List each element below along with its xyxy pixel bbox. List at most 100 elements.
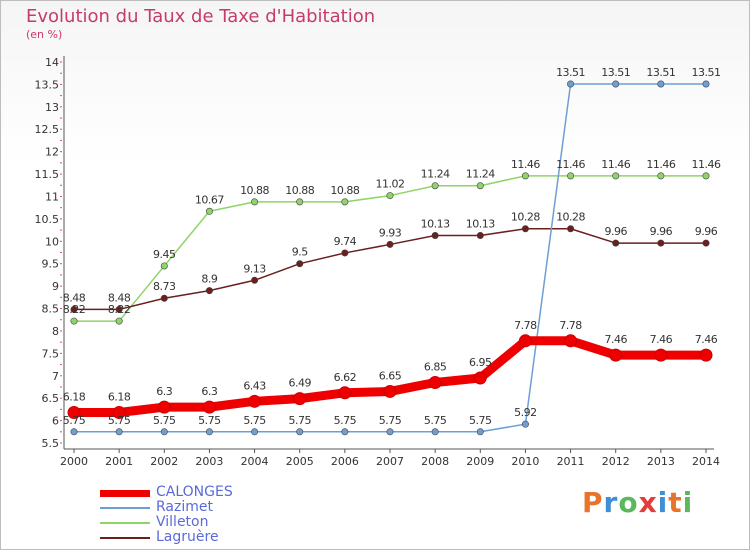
y-tick-label: 11 — [45, 190, 59, 203]
data-point-lagru-re — [521, 225, 529, 233]
data-label-calonges: 6.65 — [379, 369, 402, 382]
x-tick-label: 2003 — [195, 455, 223, 468]
data-label-calonges: 6.43 — [243, 379, 266, 392]
data-label-razimet: 5.75 — [108, 414, 131, 427]
data-label-razimet: 13.51 — [556, 66, 585, 79]
data-label-razimet: 5.75 — [424, 414, 447, 427]
x-tick-label: 2014 — [692, 455, 720, 468]
data-label-villeton: 8.22 — [63, 303, 86, 316]
chart-title: Evolution du Taux de Taxe d'Habitation — [26, 6, 376, 27]
data-point-calonges — [293, 392, 307, 406]
data-label-razimet: 5.75 — [379, 414, 402, 427]
x-tick-label: 2002 — [150, 455, 178, 468]
y-tick-label: 8 — [52, 325, 59, 338]
data-point-razimet — [521, 420, 529, 428]
data-label-villeton: 11.02 — [376, 178, 405, 191]
logo-letter: o — [618, 486, 639, 519]
data-label-villeton: 10.88 — [240, 184, 269, 197]
data-point-lagru-re — [657, 239, 665, 247]
data-label-razimet: 5.75 — [469, 414, 492, 427]
data-label-calonges: 6.62 — [334, 371, 357, 384]
data-label-lagru-re: 8.48 — [63, 291, 86, 304]
legend-swatch-razimet — [100, 507, 150, 509]
data-point-lagru-re — [296, 260, 304, 268]
data-label-lagru-re: 9.96 — [650, 225, 673, 238]
data-point-villeton — [702, 172, 710, 180]
data-point-villeton — [205, 207, 213, 215]
data-label-razimet: 5.92 — [514, 406, 537, 419]
data-label-lagru-re: 10.13 — [421, 217, 450, 230]
data-label-villeton: 11.46 — [511, 158, 540, 171]
data-label-razimet: 5.75 — [243, 414, 266, 427]
data-point-lagru-re — [612, 239, 620, 247]
data-point-calonges — [654, 348, 668, 362]
data-label-calonges: 6.18 — [108, 391, 131, 404]
logo-letter: r — [603, 486, 619, 519]
data-label-villeton: 11.24 — [466, 168, 495, 181]
data-label-calonges: 6.3 — [156, 385, 172, 398]
data-point-razimet — [567, 80, 575, 88]
legend-swatch-calonges — [100, 490, 150, 497]
data-point-razimet — [160, 428, 168, 436]
data-point-calonges — [428, 375, 442, 389]
data-label-calonges: 7.46 — [650, 333, 673, 346]
data-point-lagru-re — [341, 249, 349, 257]
data-label-calonges: 7.78 — [514, 319, 537, 332]
x-tick-label: 2004 — [241, 455, 269, 468]
data-label-razimet: 13.51 — [646, 66, 675, 79]
proxiti-logo: Proxiti — [582, 486, 693, 519]
data-point-calonges — [67, 406, 81, 420]
data-label-lagru-re: 8.9 — [201, 273, 217, 286]
data-label-razimet: 13.51 — [601, 66, 630, 79]
data-point-calonges — [112, 406, 126, 420]
data-label-calonges: 6.18 — [63, 391, 86, 404]
data-point-villeton — [160, 262, 168, 270]
x-tick-label: 2005 — [286, 455, 314, 468]
logo-letter: i — [682, 486, 694, 519]
data-point-villeton — [521, 172, 529, 180]
x-tick-label: 2007 — [376, 455, 404, 468]
data-point-calonges — [609, 348, 623, 362]
y-tick-label: 8.5 — [42, 303, 60, 316]
y-tick-label: 10.5 — [35, 213, 60, 226]
data-point-lagru-re — [431, 231, 439, 239]
y-tick-label: 12 — [45, 146, 59, 159]
data-point-lagru-re — [115, 305, 123, 313]
data-point-villeton — [612, 172, 620, 180]
data-point-razimet — [205, 428, 213, 436]
data-label-lagru-re: 8.48 — [108, 291, 131, 304]
data-point-villeton — [431, 182, 439, 190]
legend-swatch-lagruere — [100, 537, 150, 539]
data-label-lagru-re: 10.28 — [511, 211, 540, 224]
y-tick-label: 9.5 — [42, 258, 60, 271]
data-label-lagru-re: 8.73 — [153, 280, 176, 293]
axes: 5.5 6 6.5 7 7.5 8 8.5 9 9.5 10 10.5 11 11.5 12 12.5 13 1… — [35, 56, 720, 468]
data-label-calonges: 7.46 — [695, 333, 718, 346]
data-point-lagru-re — [70, 305, 78, 313]
data-point-razimet — [657, 80, 665, 88]
data-point-calonges — [383, 384, 397, 398]
data-label-villeton: 10.88 — [285, 184, 314, 197]
x-tick-label: 2011 — [557, 455, 585, 468]
x-tick-label: 2013 — [647, 455, 675, 468]
y-tick-label: 12.5 — [35, 123, 60, 136]
series-layer — [67, 80, 713, 436]
legend-label-calonges: CALONGES — [156, 484, 233, 500]
logo-letter: P — [582, 486, 604, 519]
x-tick-label: 2000 — [60, 455, 88, 468]
y-tick-label: 11.5 — [35, 168, 60, 181]
data-point-villeton — [341, 198, 349, 206]
y-tick-label: 6.5 — [42, 392, 60, 405]
data-point-calonges — [338, 386, 352, 400]
data-point-calonges — [248, 394, 262, 408]
data-point-razimet — [251, 428, 259, 436]
data-point-villeton — [386, 192, 394, 200]
data-point-villeton — [251, 198, 259, 206]
y-tick-label: 6 — [52, 415, 59, 428]
x-tick-label: 2008 — [421, 455, 449, 468]
data-label-lagru-re: 9.5 — [292, 246, 308, 259]
data-label-calonges: 6.85 — [424, 360, 447, 373]
data-label-villeton: 8.22 — [108, 303, 131, 316]
